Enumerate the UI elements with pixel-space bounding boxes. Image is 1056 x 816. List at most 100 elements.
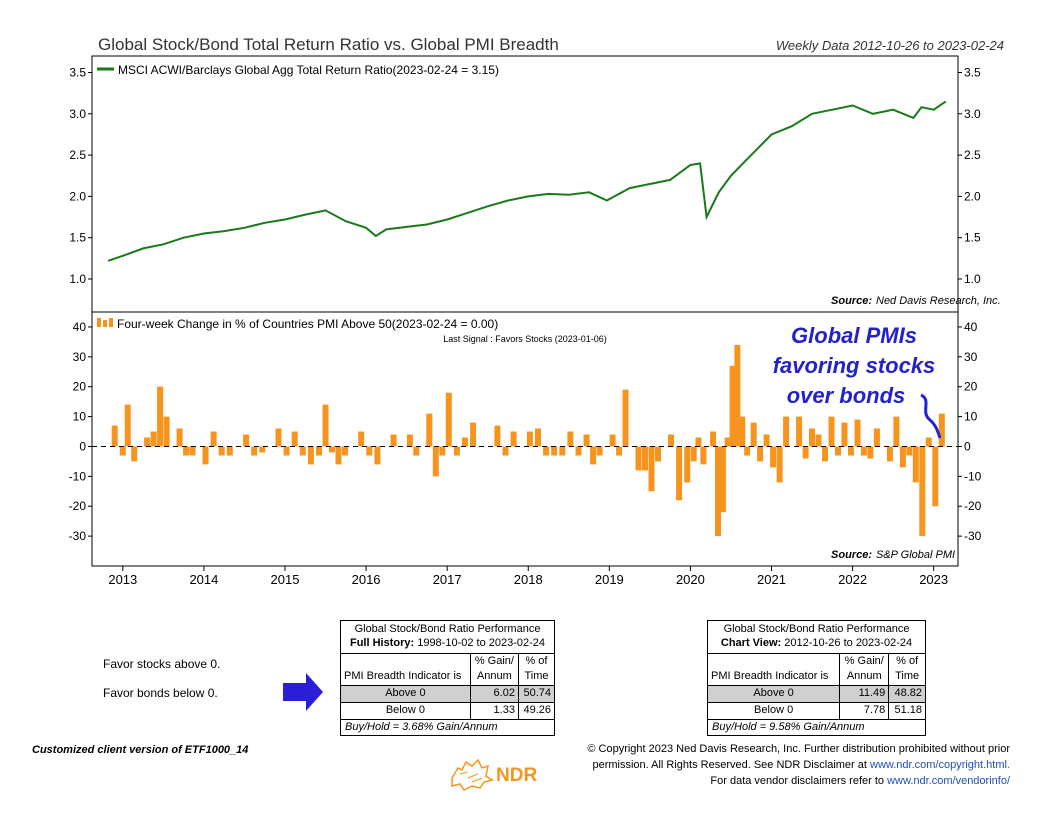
pmi-bar	[710, 431, 717, 447]
favor-stocks-note: Favor stocks above 0.	[103, 657, 221, 671]
y-tick-label-right: 1.0	[964, 272, 981, 286]
full-table-footer: Buy/Hold = 3.68% Gain/Annum	[341, 718, 554, 736]
pmi-bar	[406, 434, 413, 447]
pmi-bar	[750, 422, 757, 447]
pmi-bar	[783, 416, 790, 447]
pmi-bar	[111, 425, 118, 447]
copyright-link[interactable]: www.ndr.com/copyright.html.	[870, 759, 1010, 771]
annotation-pointer	[920, 393, 942, 439]
full-history-table: Global Stock/Bond Ratio Performance Full…	[340, 620, 555, 737]
view-table-subtitle-label: Chart View:	[720, 636, 782, 649]
pmi-bar	[695, 437, 702, 447]
pmi-bar	[559, 446, 566, 456]
copyright-line-2: permission. All Rights Reserved. See NDR…	[587, 757, 1010, 773]
pmi-bar	[757, 446, 764, 462]
pmi-bar	[616, 446, 623, 456]
annotation-line-3: over bonds	[787, 383, 906, 408]
pmi-bar	[358, 431, 365, 447]
pmi-bar	[413, 446, 420, 456]
annotation-line-2: favoring stocks	[773, 353, 936, 378]
vendorinfo-link[interactable]: www.ndr.com/vendorinfo/	[887, 775, 1010, 787]
pmi-bar	[622, 389, 629, 447]
pmi-bar	[575, 446, 582, 456]
pmi-bar	[715, 446, 721, 537]
y-tick-label-right: 10	[964, 410, 978, 424]
pmi-bar	[835, 446, 841, 456]
y-tick-label-left: 1.5	[69, 231, 86, 245]
pmi-bar	[867, 446, 874, 459]
pmi-bar	[729, 365, 736, 447]
pmi-bar	[322, 404, 329, 447]
pmi-bar	[462, 437, 468, 447]
full-table-subtitle-label: Full History:	[349, 636, 415, 649]
pmi-bar	[551, 446, 558, 456]
pmi-bar	[124, 404, 131, 447]
x-axis: 2013 2014 2015 2016 2017 2018 2019 2020 2021 2022…	[108, 566, 948, 587]
pmi-bar	[873, 428, 880, 447]
pmi-bar	[189, 446, 196, 456]
pmi-bar	[676, 446, 683, 501]
pmi-bar	[390, 434, 397, 447]
view-col2-head-a: % Gain/	[839, 653, 889, 670]
x-tick-label: 2021	[757, 572, 786, 587]
pmi-bar	[938, 413, 945, 447]
full-col1-head: PMI Breadth Indicator is	[344, 670, 462, 683]
y-tick-label-left: 2.0	[69, 189, 86, 203]
bottom-legend-swatch-c	[109, 318, 113, 327]
pmi-bar	[526, 431, 533, 447]
last-signal: Last Signal : Favors Stocks (2023-01-06)	[443, 334, 607, 344]
view-row-above-time: 48.82	[888, 685, 925, 703]
copyright-line-1: © Copyright 2023 Ned Davis Research, Inc…	[587, 743, 1010, 755]
y-tick-label-left: 3.5	[69, 66, 86, 80]
pmi-bar	[183, 446, 190, 456]
bottom-source-name: S&P Global PMI	[876, 549, 955, 561]
pmi-bar	[502, 446, 509, 456]
bottom-legend-swatch-b	[103, 320, 107, 327]
pmi-bar	[919, 446, 926, 537]
x-tick-label: 2017	[433, 572, 462, 587]
pmi-bar	[815, 434, 822, 447]
y-tick-label-right: -20	[964, 499, 982, 513]
view-row-above-label: Above 0	[708, 685, 840, 703]
pmi-bar	[770, 446, 777, 468]
full-row-above-label: Above 0	[341, 685, 471, 703]
pmi-bar	[291, 431, 298, 447]
y-tick-label-right: 2.5	[964, 148, 981, 162]
pmi-bar	[543, 446, 550, 456]
pmi-bar	[925, 437, 932, 447]
copyright-block: © Copyright 2023 Ned Davis Research, Inc…	[587, 741, 1010, 789]
pmi-bar	[860, 446, 867, 456]
data-range: Weekly Data 2012-10-26 to 2023-02-24	[776, 38, 1004, 53]
pmi-bar	[316, 446, 322, 456]
pmi-bar	[329, 446, 335, 453]
pmi-bar	[144, 437, 151, 447]
bottom-axes: 40 40 30 30 20 20 10 10 0 0 -10 -10 -20 -20 -30 -30	[69, 320, 982, 543]
bottom-source-label: Source:	[831, 549, 872, 561]
pmi-bar	[912, 446, 919, 483]
pmi-bar	[259, 446, 266, 453]
x-tick-label: 2018	[514, 572, 543, 587]
y-tick-label-right: 20	[964, 380, 978, 394]
chart-title: Global Stock/Bond Total Return Ratio vs.…	[98, 35, 559, 54]
pmi-bar	[700, 446, 707, 465]
x-tick-label: 2019	[595, 572, 624, 587]
pmi-bar	[684, 446, 691, 483]
view-table-title: Global Stock/Bond Ratio Performance	[723, 623, 910, 635]
pmi-bar	[596, 446, 603, 456]
pmi-bar	[590, 446, 597, 465]
y-tick-label-left: 40	[73, 320, 87, 334]
pmi-bar	[432, 446, 439, 477]
view-row-below-time: 51.18	[888, 702, 925, 719]
pmi-bar	[535, 428, 541, 447]
pmi-bar	[719, 446, 726, 513]
top-legend: MSCI ACWI/Barclays Global Agg Total Retu…	[118, 63, 499, 77]
view-row-below-gain: 7.78	[839, 702, 889, 719]
pmi-bar	[822, 446, 828, 462]
pmi-bar	[275, 428, 282, 447]
pmi-bar	[299, 446, 306, 456]
highlight-arrow-icon	[283, 673, 323, 711]
top-source-label: Source:	[831, 295, 872, 307]
pmi-bar	[342, 446, 348, 456]
y-tick-label-left: 2.5	[69, 148, 86, 162]
full-table-subtitle-range: 1998-10-02 to 2023-02-24	[417, 636, 546, 649]
